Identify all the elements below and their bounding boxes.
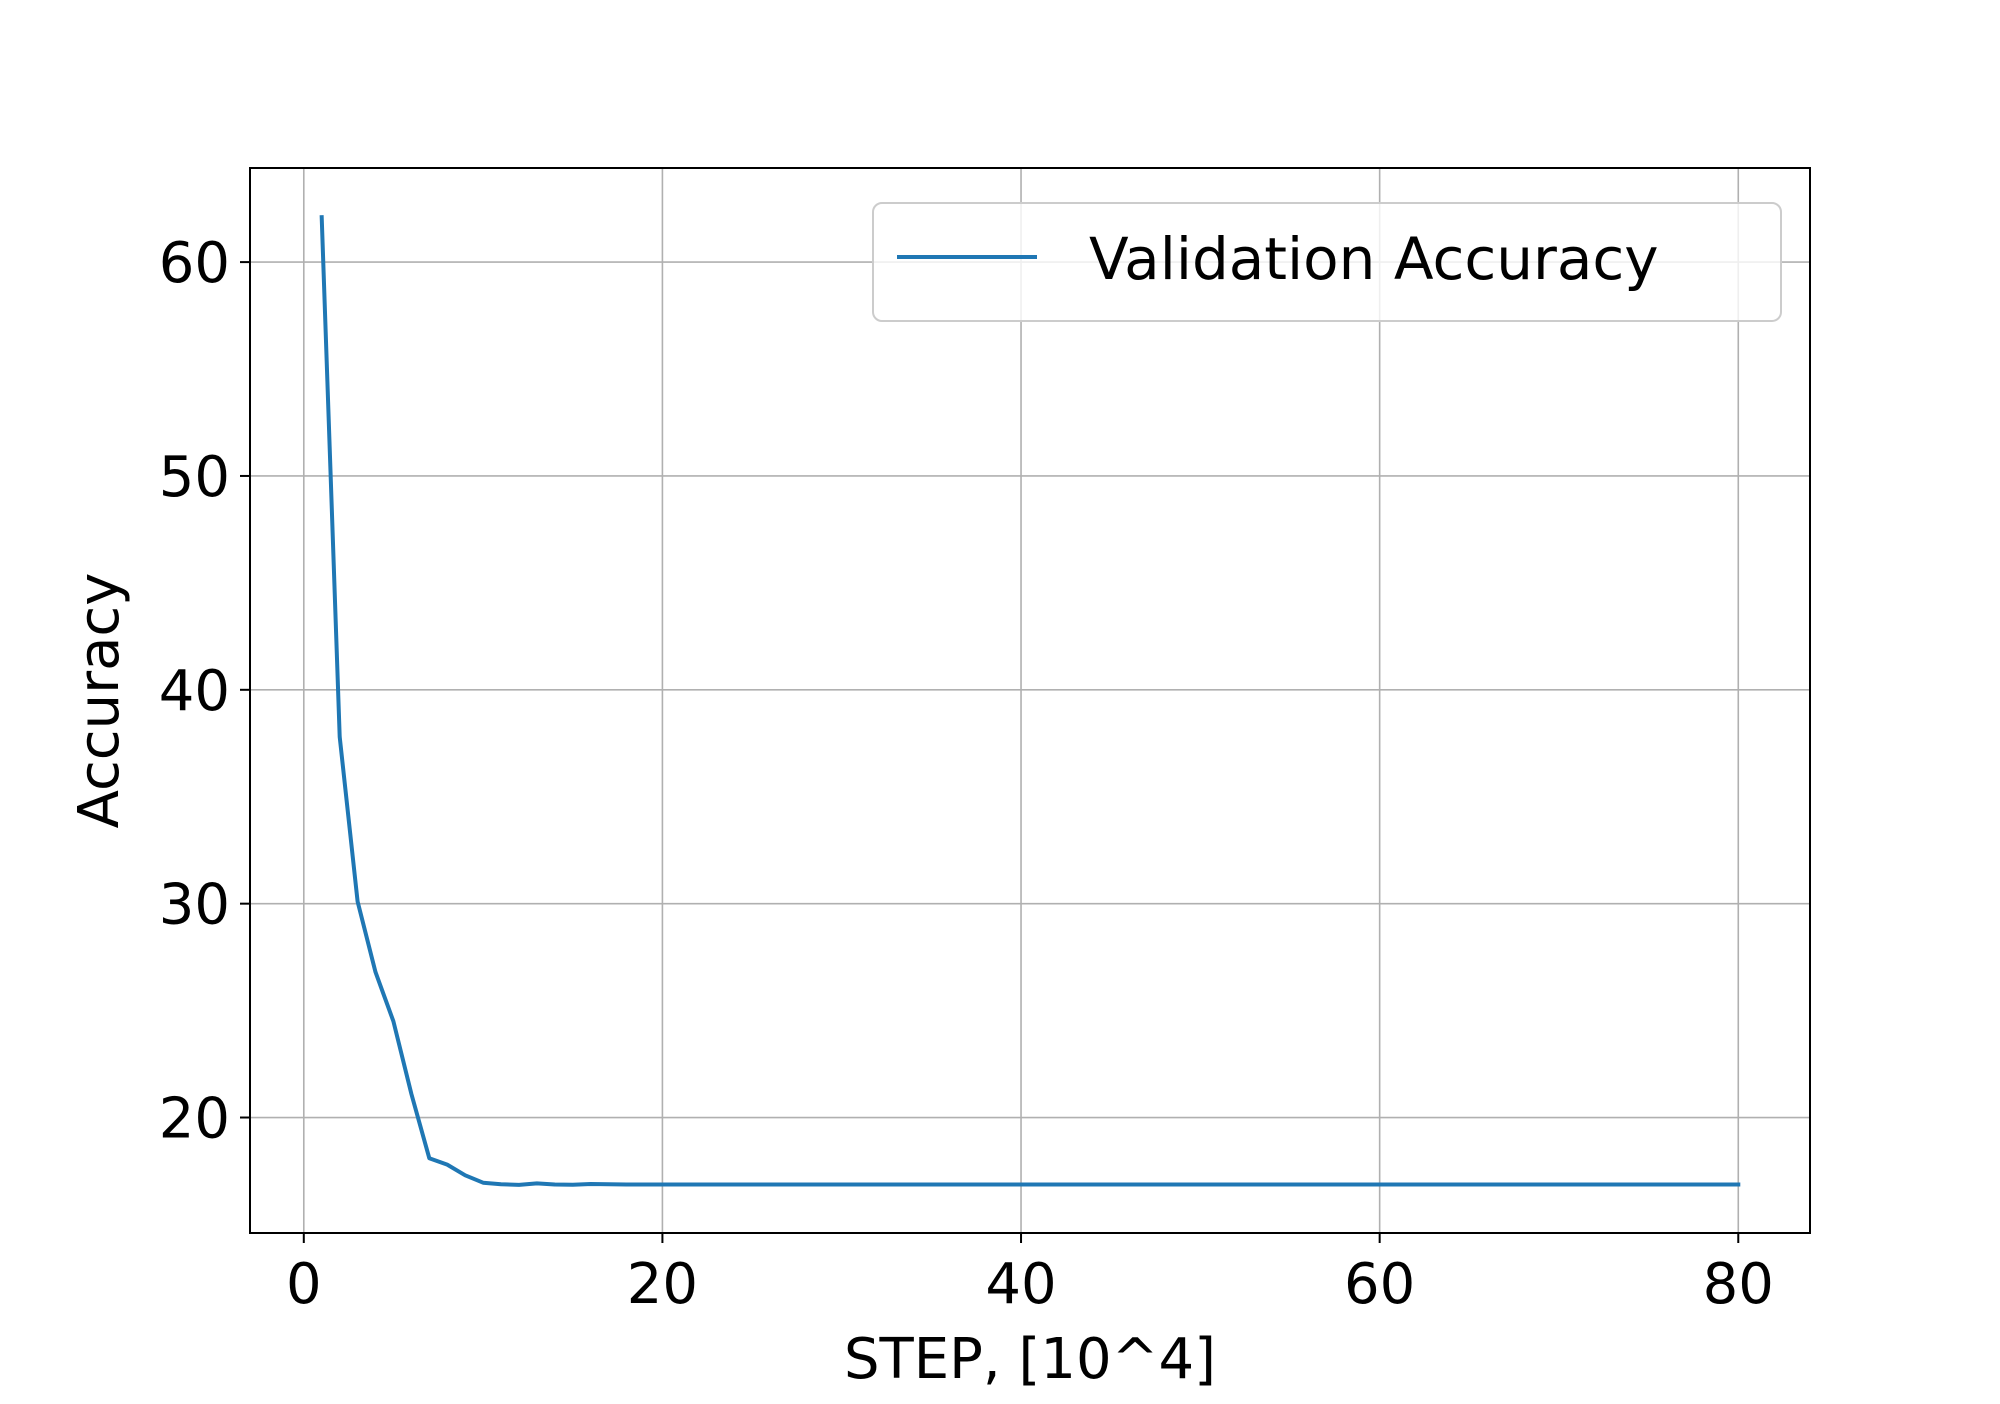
series-layer [319, 215, 1741, 1187]
x-tick-label: 60 [1344, 1252, 1415, 1317]
series-line-validation-accuracy [319, 215, 1741, 1187]
x-tick-label: 80 [1703, 1252, 1774, 1317]
x-tick-label: 20 [627, 1252, 698, 1317]
legend-box [872, 202, 1782, 322]
y-axis-title: Accuracy [67, 573, 132, 829]
x-axis-title: STEP, [10^4] [844, 1327, 1216, 1392]
legend-label: Validation Accuracy [1089, 225, 1659, 293]
y-tick-label: 30 [159, 873, 230, 938]
x-tick-label: 0 [286, 1252, 322, 1317]
legend: Validation Accuracy [872, 202, 1782, 322]
y-tick-label: 60 [159, 231, 230, 296]
axis-ticks: 0 20 40 60 80 20 30 40 50 60 [159, 231, 1774, 1317]
x-tick-label: 40 [985, 1252, 1056, 1317]
y-tick-label: 50 [159, 445, 230, 510]
y-tick-label: 40 [159, 659, 230, 724]
y-tick-label: 20 [159, 1087, 230, 1152]
plot-frame [249, 167, 1811, 1234]
